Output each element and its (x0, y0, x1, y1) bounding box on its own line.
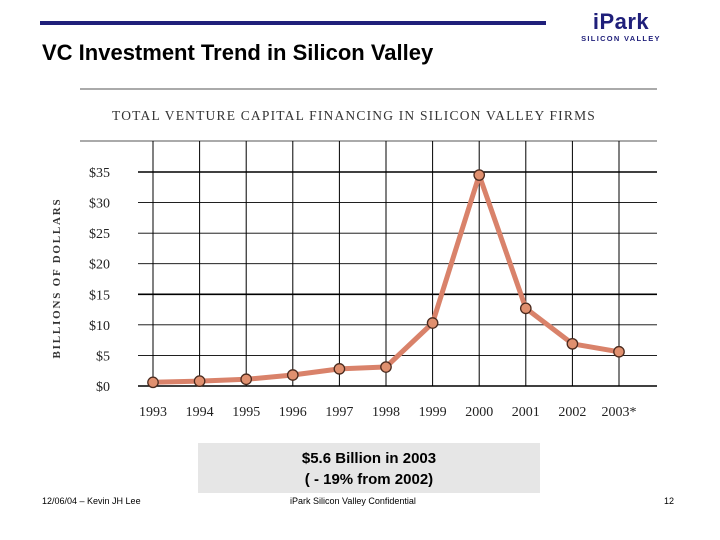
logo-subtitle: SILICON VALLEY (581, 34, 661, 43)
x-tick-label: 2000 (465, 405, 493, 420)
y-tick-label: $35 (89, 166, 110, 181)
x-tick-label: 1996 (279, 405, 307, 420)
chart-grid (138, 141, 657, 387)
y-tick-label: $15 (89, 288, 110, 303)
data-point-1995 (240, 373, 253, 386)
logo-wordmark: iPark (592, 9, 650, 34)
x-tick-label: 1995 (232, 405, 260, 420)
footer-page-number: 12 (664, 496, 675, 506)
data-point-2003* (613, 345, 625, 358)
y-tick-label: $0 (96, 380, 110, 395)
footer-author-date: 12/06/04 – Kevin JH Lee (42, 496, 141, 506)
series-layer (147, 169, 625, 389)
data-point-1993 (147, 376, 159, 389)
x-tick-label: 1999 (419, 405, 447, 420)
x-tick-label: 1998 (372, 405, 400, 420)
data-point-2000 (473, 169, 486, 181)
x-tick-label: 2003* (602, 405, 637, 420)
y-tick-label: $30 (89, 197, 110, 212)
vc-line-chart: TOTAL VENTURE CAPITAL FINANCING IN SILIC… (51, 88, 657, 420)
chart-frame (80, 88, 657, 142)
x-tick-label: 2002 (558, 405, 586, 420)
y-axis-label: BILLIONS OF DOLLARS (51, 198, 63, 359)
slide-title: VC Investment Trend in Silicon Valley (42, 40, 434, 65)
footer-confidential: iPark Silicon Valley Confidential (290, 496, 416, 506)
chart-title: TOTAL VENTURE CAPITAL FINANCING IN SILIC… (112, 108, 596, 123)
x-tick-label: 1997 (325, 405, 353, 420)
y-tick-label: $25 (89, 227, 110, 242)
data-point-2002 (566, 337, 579, 350)
y-tick-label: $5 (96, 349, 110, 364)
x-tick-label: 2001 (512, 405, 540, 420)
summary-callout: $5.6 Billion in 2003 ( - 19% from 2002) (198, 443, 540, 493)
data-point-1997 (333, 363, 346, 375)
x-tick-label: 1993 (139, 405, 167, 420)
data-point-1998 (380, 361, 392, 373)
y-tick-label: $20 (89, 258, 110, 273)
callout-line-2: ( - 19% from 2002) (304, 471, 434, 488)
callout-line-1: $5.6 Billion in 2003 (301, 450, 437, 467)
data-point-1994 (193, 375, 206, 387)
x-tick-label: 1994 (186, 405, 214, 420)
y-tick-label: $10 (89, 319, 110, 334)
data-point-1996 (286, 369, 299, 381)
data-point-2001 (519, 302, 532, 315)
tick-labels: $0 $5 $10 $15 $20 $25 $30 $35 1993 1994 1995 1996 19… (89, 166, 637, 420)
ipark-logo: iPark SILICON VALLEY (580, 10, 662, 44)
data-point-1999 (426, 317, 439, 329)
top-rule (40, 21, 546, 25)
